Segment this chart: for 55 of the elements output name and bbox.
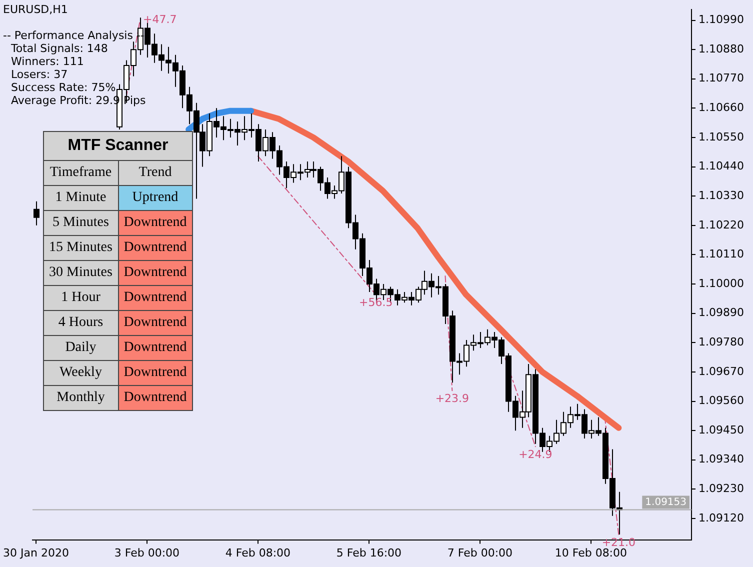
annotation: Uptrend [118, 186, 192, 210]
y-tick-label: 1.10770 [698, 72, 744, 85]
x-tick-label: 4 Feb 08:00 [225, 546, 291, 560]
series-label: +47.7 [143, 13, 177, 26]
y-tick-label: 1.10990 [698, 13, 744, 26]
y-tick-label: 1.09670 [698, 364, 744, 378]
x-tick-label: 3 Feb 00:00 [114, 546, 180, 560]
y-tick-label: 1.09120 [698, 511, 744, 524]
x-tick-label: 5 Feb 16:00 [336, 546, 402, 560]
annotation: Downtrend [118, 260, 192, 286]
annotation: Trend [118, 160, 192, 186]
series-label: +56.5 [359, 296, 393, 310]
annotation: Downtrend [118, 386, 192, 410]
annotation: Timeframe [44, 160, 118, 186]
annotation: 4 Hours [44, 310, 118, 336]
x-tick-label: 30 Jan 2020 [2, 546, 69, 560]
y-tick-label: 1.10660 [698, 101, 744, 114]
annotation: 1 Hour [44, 286, 118, 310]
y-tick-label: 1.10000 [698, 276, 744, 290]
annotation: 15 Minutes [44, 236, 118, 260]
annotation: Downtrend [118, 210, 192, 236]
x-tick-label: 10 Feb 08:00 [554, 546, 628, 560]
x-tick-label: 7 Feb 00:00 [447, 546, 513, 560]
annotation: Daily [44, 336, 118, 360]
annotation: 30 Minutes [44, 260, 118, 286]
annotation: Downtrend [118, 360, 192, 386]
y-tick-label: 1.10220 [698, 218, 744, 232]
annotation: Losers: 37 [10, 68, 69, 81]
series-label: +24.9 [518, 448, 552, 461]
y-tick-label: 1.09780 [698, 336, 744, 348]
annotation: Total Signals: 148 [10, 42, 109, 55]
annotation: Downtrend [118, 336, 192, 360]
y-tick-label: 1.09890 [698, 306, 744, 320]
y-tick-label: 1.10880 [698, 42, 744, 56]
annotation: 5 Minutes [44, 210, 118, 236]
annotation: Monthly [44, 386, 118, 410]
annotation: Success Rate: 75% [10, 81, 117, 94]
series-label: +23.9 [435, 392, 470, 405]
annotation: Downtrend [118, 236, 192, 260]
annotation: Winners: 111 [10, 55, 85, 68]
y-tick-label: 1.09450 [698, 423, 744, 436]
annotation: 1 Minute [44, 186, 118, 210]
annotation: Downtrend [118, 310, 192, 336]
annotation: Weekly [44, 360, 118, 386]
text: MTF Scanner [44, 132, 192, 160]
y-tick-label: 1.10110 [698, 248, 744, 261]
chart-title: EURUSD,H1 [3, 3, 68, 16]
y-tick-label: 1.09560 [698, 394, 744, 408]
y-tick-label: 1.09340 [698, 452, 744, 466]
ref-line-label: 1.09153 [645, 496, 687, 508]
y-tick-label: 1.10440 [698, 160, 744, 173]
annotation: Downtrend [118, 286, 192, 310]
y-tick-label: 1.10550 [698, 130, 744, 144]
y-tick-label: 1.10330 [698, 188, 744, 202]
y-tick-label: 1.09230 [698, 482, 744, 496]
